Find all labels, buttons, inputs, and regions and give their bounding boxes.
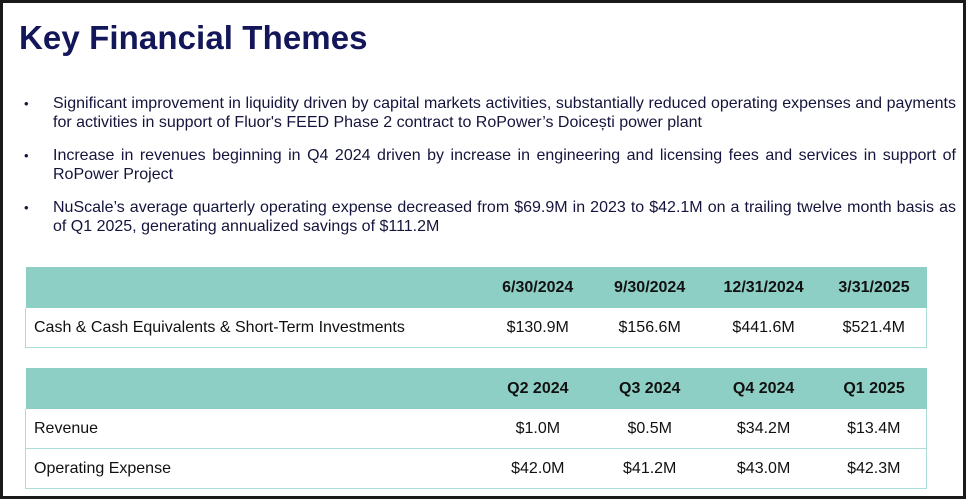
table-row: Revenue $1.0M $0.5M $34.2M $13.4M <box>24 409 927 449</box>
table-cell: $42.3M <box>821 448 927 489</box>
table-cell: $1.0M <box>481 409 594 449</box>
column-header: Q1 2025 <box>821 368 927 409</box>
bullet-item-liquidity: • Significant improvement in liquidity d… <box>21 94 956 132</box>
cash-table: 6/30/2024 9/30/2024 12/31/2024 3/31/2025… <box>24 267 927 348</box>
table-cell: $156.6M <box>593 308 706 348</box>
page-title: Key Financial Themes <box>19 19 368 56</box>
row-label: Operating Expense <box>24 448 482 489</box>
header-label-cell <box>25 368 482 409</box>
row-label: Cash & Cash Equivalents & Short-Term Inv… <box>24 308 482 348</box>
column-header: 3/31/2025 <box>821 267 927 308</box>
table-cell: $0.5M <box>593 409 706 449</box>
table-cell: $13.4M <box>821 409 927 449</box>
quarterly-table: Q2 2024 Q3 2024 Q4 2024 Q1 2025 Revenue … <box>24 368 927 489</box>
table-cell: $43.0M <box>705 448 822 489</box>
bullet-marker: • <box>24 200 29 215</box>
header-label-cell <box>25 267 482 308</box>
column-header: Q3 2024 <box>593 368 706 409</box>
column-header: Q2 2024 <box>481 368 594 409</box>
table-header-row: Q2 2024 Q3 2024 Q4 2024 Q1 2025 <box>25 368 927 409</box>
column-header: 9/30/2024 <box>593 267 706 308</box>
table-cell: $34.2M <box>705 409 822 449</box>
table-cell: $130.9M <box>481 308 594 348</box>
bullet-marker: • <box>24 148 29 163</box>
table-cell: $521.4M <box>821 308 927 348</box>
bullet-marker: • <box>24 96 29 111</box>
bullet-text: Increase in revenues beginning in Q4 202… <box>53 147 956 183</box>
table-cell: $41.2M <box>593 448 706 489</box>
bullet-list: • Significant improvement in liquidity d… <box>21 94 956 250</box>
bullet-item-opex: • NuScale’s average quarterly operating … <box>21 198 956 236</box>
table-cell: $42.0M <box>481 448 594 489</box>
column-header: 6/30/2024 <box>481 267 594 308</box>
bullet-text: NuScale’s average quarterly operating ex… <box>53 199 956 235</box>
row-label: Revenue <box>24 409 482 449</box>
bullet-text: Significant improvement in liquidity dri… <box>53 95 956 131</box>
table-header-row: 6/30/2024 9/30/2024 12/31/2024 3/31/2025 <box>25 267 927 308</box>
column-header: Q4 2024 <box>705 368 822 409</box>
column-header: 12/31/2024 <box>705 267 822 308</box>
table-row: Operating Expense $42.0M $41.2M $43.0M $… <box>24 448 927 489</box>
table-row: Cash & Cash Equivalents & Short-Term Inv… <box>24 308 927 348</box>
bullet-item-revenues: • Increase in revenues beginning in Q4 2… <box>21 146 956 184</box>
table-cell: $441.6M <box>705 308 822 348</box>
